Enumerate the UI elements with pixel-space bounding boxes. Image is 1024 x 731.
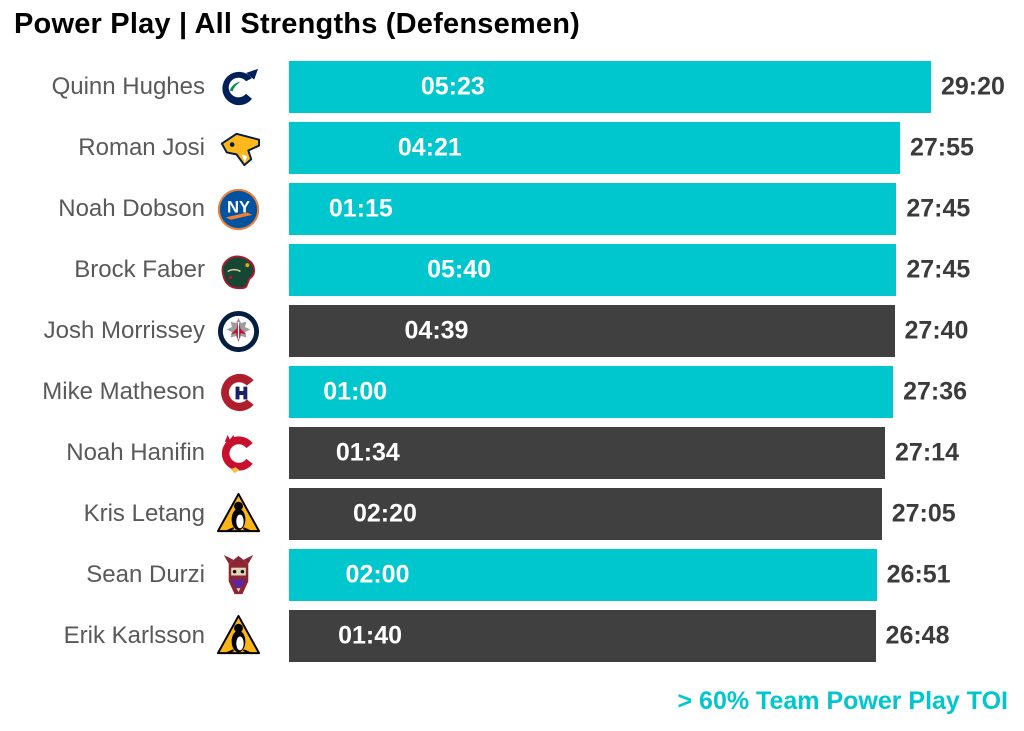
- toi-bar: 01:34 27:14: [289, 427, 959, 479]
- player-name-label: Kris Letang: [83, 500, 205, 527]
- coyotes-logo-icon: [215, 552, 262, 599]
- jets-logo-icon: [215, 308, 262, 355]
- toi-bar: 05:40 27:45: [289, 244, 970, 296]
- total-toi-label: 27:45: [906, 194, 971, 223]
- pp-toi-label: 01:00: [323, 377, 388, 406]
- player-row: Noah Hanifin 01:34 27:14: [0, 427, 1024, 479]
- canucks-logo-icon: [215, 64, 262, 111]
- pp-toi-label: 04:21: [397, 133, 462, 162]
- toi-bar: 01:40 26:48: [289, 610, 950, 662]
- bar-track: 04:39 27:40: [289, 305, 968, 357]
- toi-bar: 04:39 27:40: [289, 305, 968, 357]
- player-row: Noah Dobson 01:15 27:45: [0, 183, 1024, 235]
- player-name-label: Mike Matheson: [42, 378, 205, 405]
- toi-bar: 05:23 29:20: [289, 61, 1005, 113]
- bar-track: 01:00 27:36: [289, 366, 967, 418]
- toi-bar: 01:00 27:36: [289, 366, 967, 418]
- pp-toi-label: 01:34: [335, 438, 400, 467]
- islanders-logo-icon: [215, 186, 262, 233]
- total-toi-label: 29:20: [941, 72, 1005, 101]
- pp-toi-label: 02:00: [345, 560, 410, 589]
- bar-track: 02:20 27:05: [289, 488, 956, 540]
- flames-logo-icon: [215, 430, 262, 477]
- penguins-logo-icon: [215, 491, 262, 538]
- total-toi-label: 26:51: [886, 560, 951, 589]
- toi-bar: 01:15 27:45: [289, 183, 970, 235]
- player-row: Erik Karlsson 01:40 26:48: [0, 610, 1024, 662]
- player-row: Sean Durzi 02:00 26:51: [0, 549, 1024, 601]
- pp-toi-label: 01:15: [328, 194, 393, 223]
- player-row: Roman Josi 04:21 27:55: [0, 122, 1024, 174]
- pp-toi-label: 01:40: [338, 621, 403, 650]
- canadiens-logo-icon: [215, 369, 262, 416]
- player-name-label: Noah Hanifin: [66, 439, 205, 466]
- chart-title: Power Play | All Strengths (Defensemen): [14, 8, 580, 40]
- player-name-label: Erik Karlsson: [63, 622, 205, 649]
- player-row: Quinn Hughes 05:23 29:20: [0, 61, 1024, 113]
- toi-bar: 02:00 26:51: [289, 549, 951, 601]
- player-name-label: Quinn Hughes: [51, 73, 205, 100]
- legend-note: > 60% Team Power Play TOI: [677, 687, 1008, 715]
- total-toi-label: 27:05: [891, 499, 956, 528]
- total-toi-label: 27:40: [904, 316, 969, 345]
- player-name-label: Brock Faber: [74, 256, 205, 283]
- pp-toi-label: 05:40: [427, 255, 492, 284]
- toi-bar: 02:20 27:05: [289, 488, 956, 540]
- bar-track: 01:34 27:14: [289, 427, 959, 479]
- toi-bar: 04:21 27:55: [289, 122, 974, 174]
- pp-toi-label: 04:39: [404, 316, 469, 345]
- player-row: Josh Morrissey 04:39 27:40: [0, 305, 1024, 357]
- bar-track: 02:00 26:51: [289, 549, 951, 601]
- player-row: Kris Letang 02:20 27:05: [0, 488, 1024, 540]
- pp-toi-label: 05:23: [420, 72, 485, 101]
- player-name-label: Roman Josi: [78, 134, 205, 161]
- wild-logo-icon: [215, 247, 262, 294]
- bar-chart-rows: Quinn Hughes 05:23 29:20 Roman Josi 04:2…: [0, 61, 1024, 671]
- total-toi-label: 26:48: [885, 621, 950, 650]
- total-toi-label: 27:36: [903, 377, 968, 406]
- player-name-label: Josh Morrissey: [43, 317, 205, 344]
- pp-toi-label: 02:20: [352, 499, 417, 528]
- predators-logo-icon: [215, 125, 262, 172]
- total-toi-label: 27:14: [895, 438, 959, 467]
- penguins-logo-icon: [215, 613, 262, 660]
- bar-track: 05:23 29:20: [289, 61, 1005, 113]
- bar-track: 01:15 27:45: [289, 183, 970, 235]
- player-name-label: Sean Durzi: [86, 561, 205, 588]
- player-row: Mike Matheson 01:00 27:36: [0, 366, 1024, 418]
- total-toi-label: 27:55: [909, 133, 974, 162]
- bar-track: 05:40 27:45: [289, 244, 970, 296]
- player-name-label: Noah Dobson: [58, 195, 205, 222]
- player-row: Brock Faber 05:40 27:45: [0, 244, 1024, 296]
- total-toi-label: 27:45: [906, 255, 971, 284]
- bar-track: 01:40 26:48: [289, 610, 950, 662]
- bar-track: 04:21 27:55: [289, 122, 974, 174]
